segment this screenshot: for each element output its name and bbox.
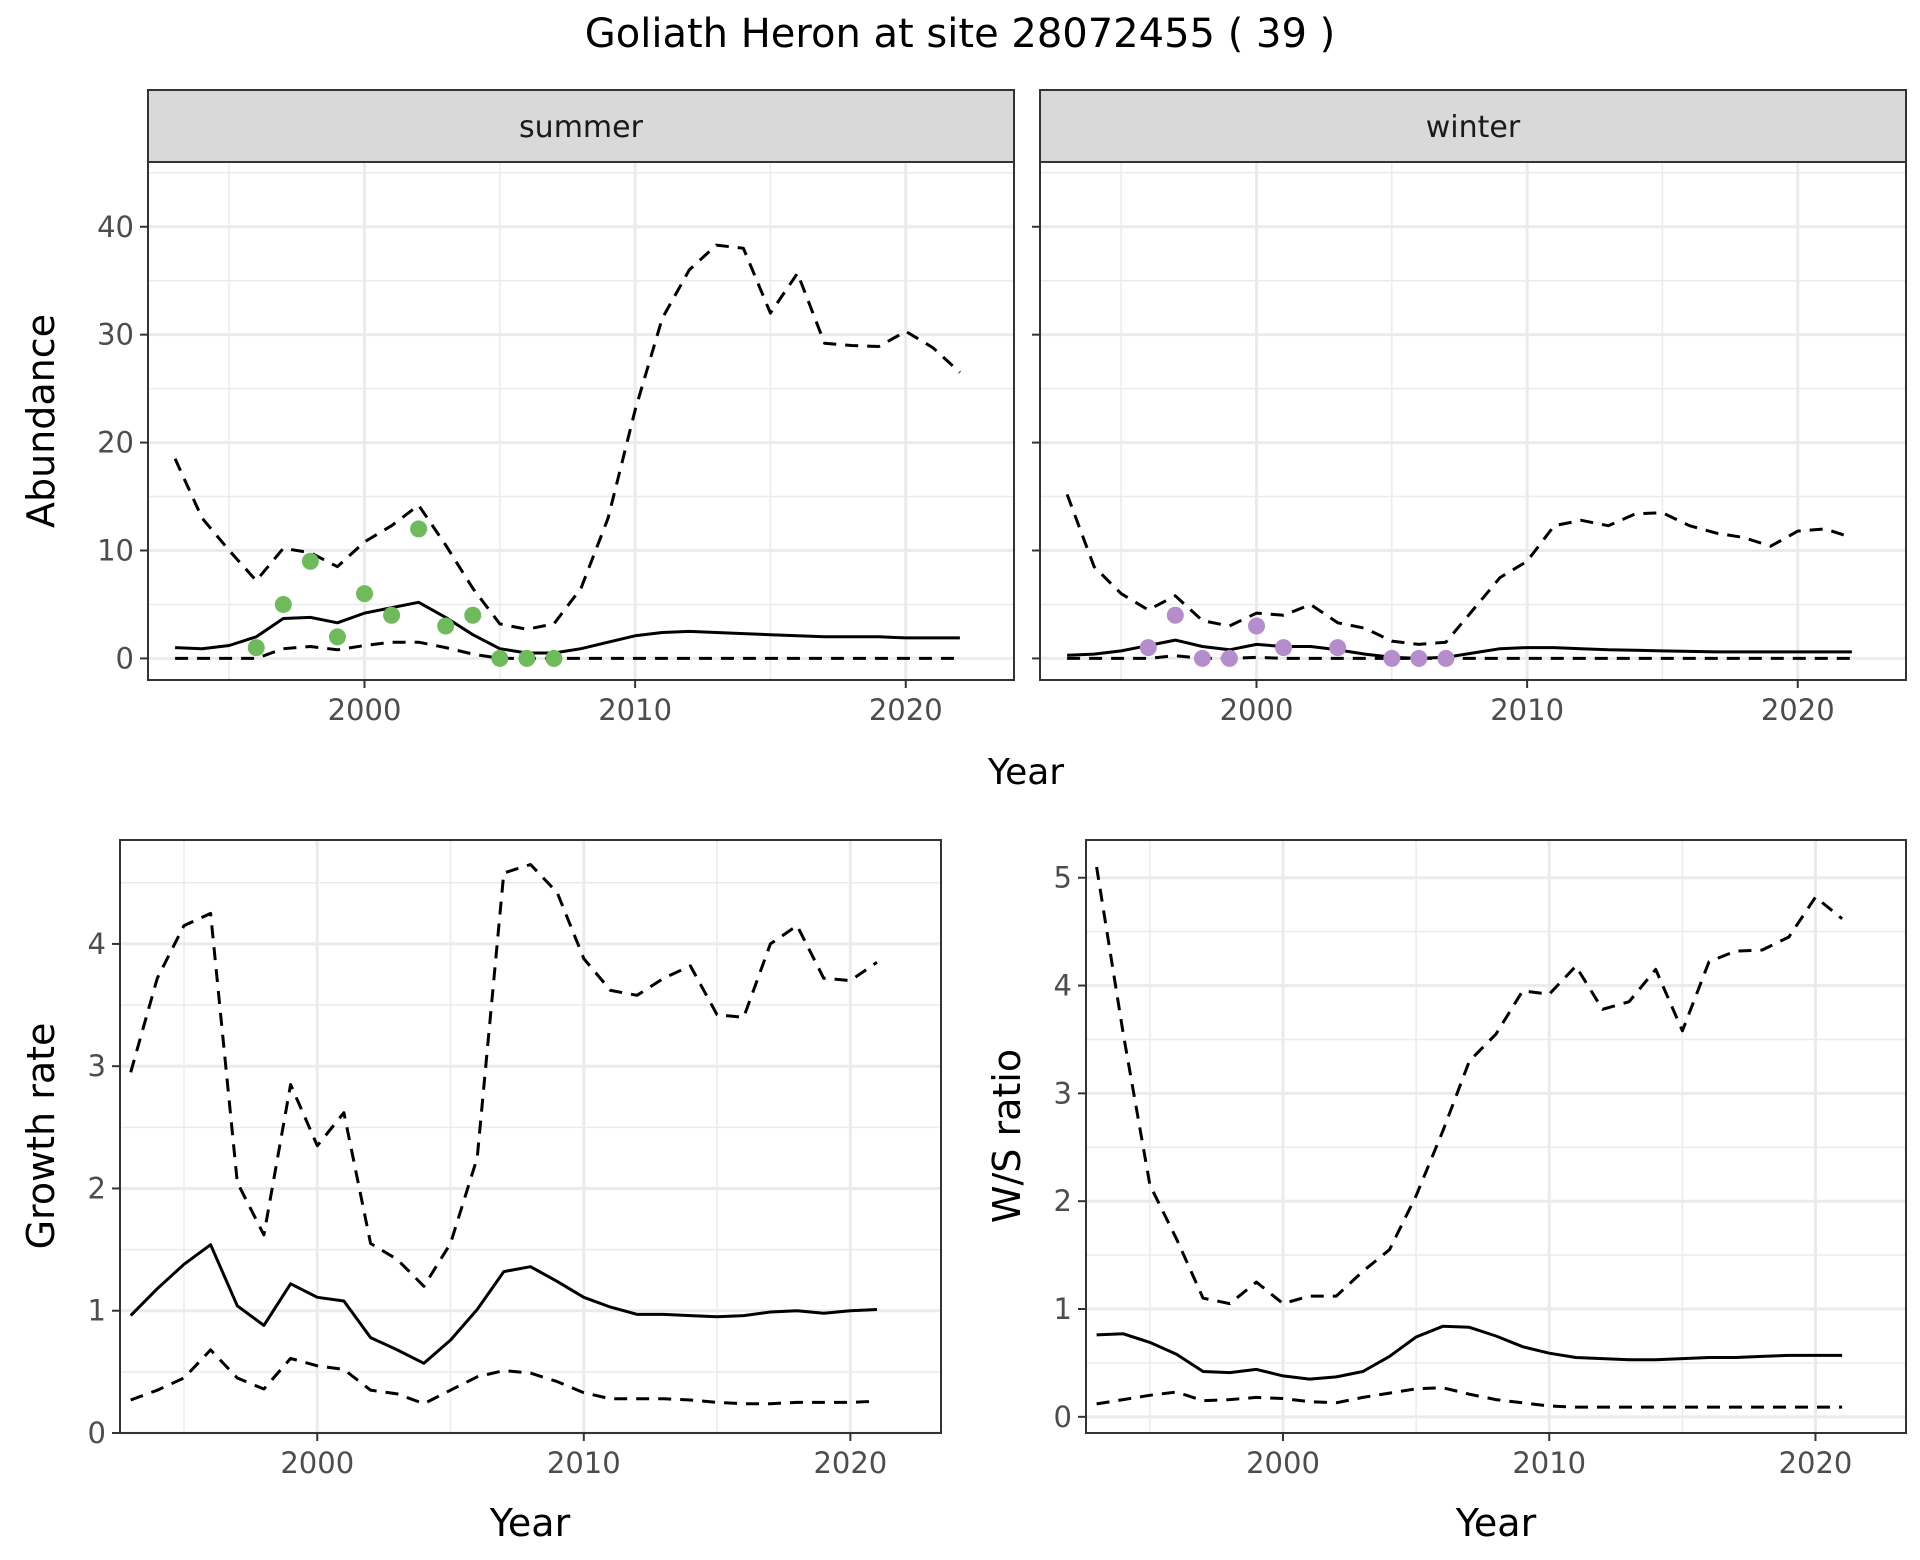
- growth-rate-panel: 2000 2010 2020 0 1 2 3 4 Year Growth rate: [19, 839, 942, 1545]
- x-tick-label: 2020: [869, 693, 943, 727]
- y-tick-label: 3: [88, 1049, 106, 1083]
- x-axis-label: Year: [489, 1501, 571, 1545]
- x-tick-label: 2020: [1761, 693, 1835, 727]
- y-tick-label: 1: [88, 1294, 106, 1328]
- upper-series-line: [1095, 866, 1844, 1306]
- observed-count-point: [518, 649, 536, 667]
- y-tick-label: 40: [97, 210, 134, 244]
- observed-count-point: [1275, 639, 1293, 657]
- observed-count-point: [464, 606, 482, 624]
- observed-count-point: [1166, 606, 1184, 624]
- facet-strip: [147, 89, 1015, 163]
- observed-count-point: [1248, 617, 1265, 635]
- ws-ratio-panel: 2000 2010 2020 0 1 2 3 4 5 Year W/S ratio: [985, 839, 1907, 1545]
- y-tick-label: 4: [1054, 969, 1072, 1003]
- observed-count-point: [545, 649, 563, 667]
- y-tick-label: 1: [1054, 1292, 1072, 1326]
- upper-series-line: [1065, 493, 1853, 646]
- observed-count-point: [437, 617, 455, 635]
- x-tick-label: 2000: [1246, 1446, 1320, 1480]
- facet-strip: [1039, 89, 1907, 163]
- x-tick-label: 2020: [813, 1446, 887, 1480]
- x-tick-label: 2010: [1512, 1446, 1586, 1480]
- y-tick-label: 20: [97, 426, 134, 460]
- lower-series-line: [130, 1348, 878, 1406]
- mean-series-line: [1067, 638, 1852, 660]
- x-tick-label: 2000: [328, 693, 402, 727]
- mean-series-line: [175, 600, 960, 655]
- observed-count-point: [1193, 649, 1211, 667]
- facet-strip-label: winter: [1426, 110, 1521, 145]
- y-tick-label: 2: [1054, 1184, 1072, 1218]
- y-tick-label: 0: [88, 1416, 106, 1450]
- y-tick-label: 2: [88, 1171, 106, 1205]
- plot-background: [1040, 162, 1906, 680]
- lower-series-line: [1096, 1386, 1843, 1409]
- y-axis-label: Growth rate: [19, 1023, 63, 1250]
- observed-count-point: [1220, 649, 1238, 667]
- observed-count-point: [1329, 639, 1347, 657]
- summer-abundance-panel: summer 2000 2010 2020 0 10 20 30 40 Abundance: [19, 89, 1015, 727]
- y-tick-label: 5: [1054, 861, 1072, 895]
- y-tick-label: 3: [1054, 1076, 1072, 1110]
- y-tick-label: 10: [97, 534, 134, 568]
- observed-count-point: [274, 595, 292, 613]
- mean-series-line: [1096, 1324, 1843, 1381]
- upper-series-line: [173, 243, 961, 631]
- observed-count-point: [1139, 639, 1157, 657]
- plot-background: [148, 162, 1014, 680]
- observed-count-point: [301, 552, 319, 570]
- top-x-axis-label: Year: [987, 752, 1064, 793]
- figure-title: Goliath Heron at site 28072455 ( 39 ): [585, 11, 1335, 57]
- x-axis-label: Year: [1455, 1501, 1537, 1545]
- mean-series-line: [129, 1243, 878, 1365]
- panel-border: [119, 839, 942, 1434]
- upper-series-line: [129, 863, 878, 1288]
- x-tick-label: 2010: [547, 1446, 621, 1480]
- observed-count-point: [383, 606, 401, 624]
- observed-count-point: [328, 628, 346, 646]
- x-tick-label: 2020: [1779, 1446, 1853, 1480]
- panel-border: [1085, 839, 1907, 1434]
- observed-count-point: [1410, 649, 1428, 667]
- lower-series-line: [175, 640, 960, 660]
- x-tick-label: 2000: [280, 1446, 354, 1480]
- winter-abundance-panel: winter 2000 2010 2020: [1032, 89, 1907, 727]
- x-tick-label: 2010: [598, 693, 672, 727]
- observed-count-point: [410, 520, 428, 538]
- y-tick-label: 0: [1054, 1400, 1072, 1434]
- observed-count-point: [1383, 649, 1401, 667]
- x-tick-label: 2000: [1220, 693, 1294, 727]
- plot-background: [1086, 840, 1906, 1433]
- y-tick-label: 0: [116, 641, 134, 675]
- y-tick-label: 4: [88, 927, 106, 961]
- x-tick-label: 2010: [1490, 693, 1564, 727]
- y-tick-label: 30: [97, 318, 134, 352]
- observed-count-point: [356, 585, 373, 603]
- observed-count-point: [491, 649, 509, 667]
- facet-strip-label: summer: [519, 110, 644, 145]
- plot-background: [120, 840, 941, 1433]
- observed-count-point: [247, 639, 265, 657]
- observed-count-point: [1437, 649, 1455, 667]
- y-axis-label: W/S ratio: [985, 1049, 1029, 1223]
- y-axis-label: Abundance: [19, 314, 63, 528]
